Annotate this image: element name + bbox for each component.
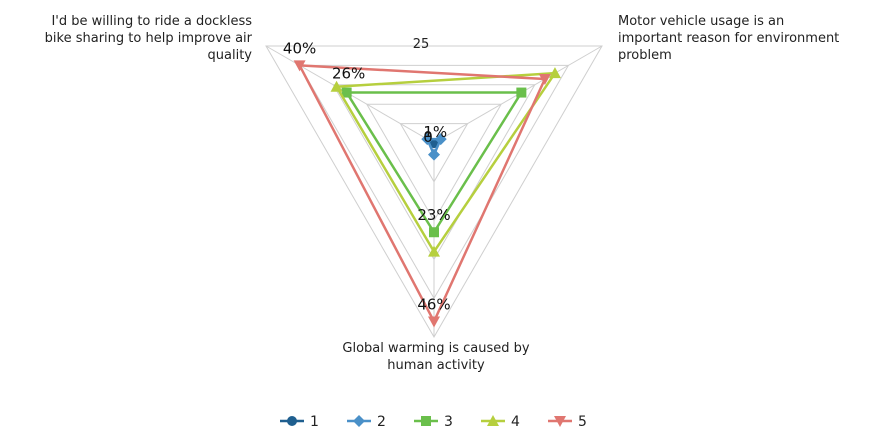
axis-label-1-line-1: important reason for environment <box>618 31 839 46</box>
series-4 <box>330 67 561 257</box>
axis-label-0-line-1: bike sharing to help improve air <box>45 31 253 46</box>
data-label-4: 23% <box>417 206 450 224</box>
legend-label-4: 4 <box>511 414 520 430</box>
series-3-line <box>345 91 523 234</box>
legend-item-1: 1 <box>280 414 319 430</box>
series-4-point-1 <box>548 67 561 79</box>
tick-label-1: 25 <box>413 37 430 52</box>
legend-label-3: 3 <box>444 414 453 430</box>
series-5-point-2 <box>428 316 440 328</box>
legend-label-5: 5 <box>578 414 587 430</box>
axis-label-0-line-0: I'd be willing to ride a dockless <box>51 14 252 29</box>
series-2-point-0 <box>421 133 434 146</box>
legend-swatch-marker-1 <box>287 416 297 426</box>
legend-item-5: 5 <box>548 414 587 430</box>
axis-label-0: I'd be willing to ride a dockless bike sh… <box>45 14 253 63</box>
axis-label-1-line-2: problem <box>618 48 672 63</box>
series-4-point-2 <box>428 245 440 257</box>
legend-swatch-marker-2 <box>353 415 365 427</box>
legend-item-3: 3 <box>414 414 453 430</box>
series-5 <box>293 60 551 328</box>
data-label-2: 1% <box>423 123 447 141</box>
series-5-point-1 <box>538 73 551 85</box>
series-4-point-0 <box>330 80 343 92</box>
legend-swatch-marker-4 <box>487 415 499 426</box>
data-label-1: 26% <box>332 65 365 83</box>
series-2 <box>421 133 447 161</box>
legend-item-2: 2 <box>347 414 386 430</box>
axis-label-0-line-2: quality <box>208 48 253 63</box>
legend-label-1: 1 <box>310 414 319 430</box>
legend-swatch-marker-3 <box>421 416 431 426</box>
series-3-point-2 <box>429 227 439 238</box>
series-group <box>293 60 561 328</box>
radar-grid <box>265 45 603 339</box>
legend: 1 2 3 4 5 <box>280 414 587 430</box>
legend-swatch-marker-5 <box>554 416 566 427</box>
series-3 <box>341 87 527 238</box>
series-3-point-0 <box>341 87 352 98</box>
legend-label-2: 2 <box>377 414 386 430</box>
series-2-point-1 <box>434 133 447 146</box>
legend-item-4: 4 <box>481 414 520 430</box>
series-5-point-0 <box>293 60 306 72</box>
data-label-0: 40% <box>283 39 316 57</box>
data-label-5: 46% <box>417 295 450 313</box>
axis-labels: I'd be willing to ride a dockless bike sh… <box>45 14 840 373</box>
series-3-point-1 <box>516 87 527 98</box>
axis-label-1-line-0: Motor vehicle usage is an <box>618 14 784 29</box>
grid-ring-2 <box>365 103 503 222</box>
grid-ring-3 <box>332 84 536 261</box>
axis-label-2-line-1: human activity <box>387 358 485 373</box>
series-4-line <box>335 71 557 253</box>
series-2-line <box>426 137 442 156</box>
series-2-point-2 <box>428 148 440 161</box>
axis-label-1: Motor vehicle usage is an important reaso… <box>618 14 839 63</box>
grid-ring-1 <box>399 123 469 183</box>
axis-label-2: Global warming is caused by human activit… <box>342 341 529 373</box>
axis-label-2-line-0: Global warming is caused by <box>342 341 529 356</box>
data-labels: 40% 26% 1%0 23% 46% <box>283 39 451 313</box>
grid-ring-5 <box>265 45 603 339</box>
grid-ring-4 <box>298 64 570 300</box>
data-label-3: 0 <box>423 128 433 146</box>
series-5-line <box>298 64 547 323</box>
